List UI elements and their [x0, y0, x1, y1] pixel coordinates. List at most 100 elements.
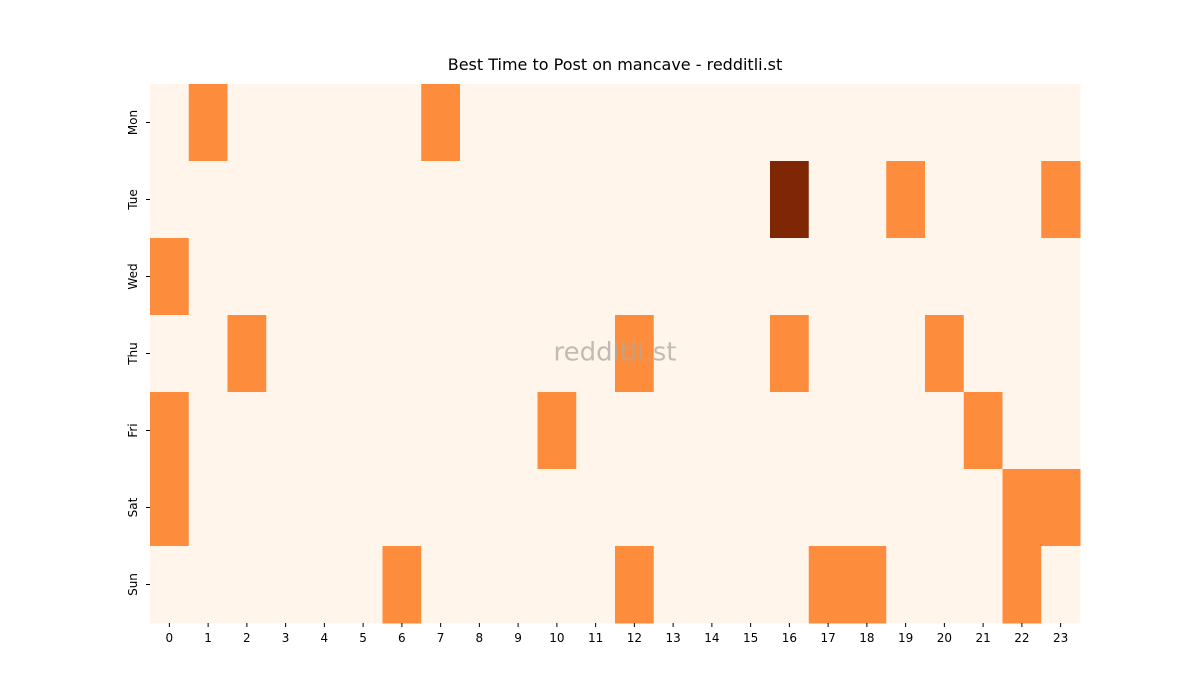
heatmap-cell: [227, 84, 267, 162]
heatmap-cell: [653, 315, 693, 393]
heatmap-cell: [227, 392, 267, 470]
heatmap-cell: [421, 84, 461, 162]
heatmap-cell: [576, 546, 616, 624]
heatmap-cell: [692, 84, 732, 162]
heatmap-cell: [1041, 546, 1081, 624]
x-tick-label: 18: [859, 631, 874, 645]
heatmap-cell: [498, 84, 538, 162]
heatmap-cell: [460, 238, 500, 316]
heatmap-cell: [731, 469, 771, 547]
y-tick-label: Wed: [126, 263, 140, 289]
x-tick-label: 15: [743, 631, 758, 645]
heatmap-cell: [150, 546, 190, 624]
heatmap-cell: [925, 469, 965, 547]
heatmap-cell: [537, 161, 577, 239]
heatmap-cell: [382, 469, 422, 547]
heatmap-cell: [150, 238, 190, 316]
heatmap-cell: [925, 238, 965, 316]
heatmap-cell: [498, 315, 538, 393]
heatmap-cell: [692, 546, 732, 624]
heatmap-cell: [653, 84, 693, 162]
x-tick-label: 17: [820, 631, 835, 645]
heatmap-cell: [886, 315, 926, 393]
heatmap-cell: [537, 392, 577, 470]
heatmap-cell: [847, 392, 887, 470]
x-tick-label: 4: [321, 631, 329, 645]
heatmap-cell: [421, 392, 461, 470]
heatmap-cell: [460, 469, 500, 547]
heatmap-cell: [963, 84, 1003, 162]
heatmap-cell: [692, 392, 732, 470]
heatmap-cell: [537, 315, 577, 393]
heatmap-cell: [1041, 238, 1081, 316]
heatmap-cell: [266, 392, 306, 470]
heatmap-cell: [1002, 315, 1042, 393]
heatmap-cell: [770, 392, 810, 470]
heatmap-cell: [382, 546, 422, 624]
heatmap-cell: [343, 238, 383, 316]
heatmap-cell: [925, 161, 965, 239]
heatmap-cell: [770, 238, 810, 316]
x-tick-label: 2: [243, 631, 251, 645]
y-tick-label: Sat: [126, 497, 140, 517]
heatmap-cell: [227, 161, 267, 239]
heatmap-cell: [421, 238, 461, 316]
heatmap-cell: [808, 392, 848, 470]
heatmap-cell: [692, 161, 732, 239]
y-tick-label: Mon: [126, 110, 140, 135]
heatmap-cell: [731, 161, 771, 239]
x-tick-label: 12: [627, 631, 642, 645]
heatmap-cell: [498, 546, 538, 624]
heatmap-cell: [382, 392, 422, 470]
heatmap-cell: [576, 238, 616, 316]
heatmap-cell: [421, 161, 461, 239]
heatmap-cell: [227, 315, 267, 393]
heatmap-cell: [731, 84, 771, 162]
heatmap-cell: [1002, 84, 1042, 162]
heatmap-cell: [653, 238, 693, 316]
heatmap-cell: [847, 469, 887, 547]
x-tick-label: 6: [398, 631, 406, 645]
heatmap-cell: [731, 546, 771, 624]
heatmap-cell: [382, 315, 422, 393]
heatmap-cell: [615, 546, 655, 624]
heatmap-cell: [886, 84, 926, 162]
x-tick-label: 23: [1053, 631, 1068, 645]
heatmap-cell: [963, 469, 1003, 547]
heatmap-cell: [731, 392, 771, 470]
heatmap-cell: [382, 84, 422, 162]
heatmap-cell: [1002, 546, 1042, 624]
heatmap-cell: [808, 238, 848, 316]
x-tick-label: 1: [204, 631, 212, 645]
heatmap-cell: [925, 84, 965, 162]
heatmap-cell: [460, 315, 500, 393]
heatmap-cell: [925, 392, 965, 470]
watermark: redditli.st: [554, 338, 677, 368]
heatmap-cell: [305, 84, 345, 162]
heatmap-cell: [537, 238, 577, 316]
heatmap-cell: [150, 161, 190, 239]
x-tick-label: 16: [782, 631, 797, 645]
x-tick-label: 9: [514, 631, 522, 645]
heatmap-cell: [188, 238, 228, 316]
heatmap-cell: [963, 315, 1003, 393]
heatmap-cell: [808, 315, 848, 393]
x-tick-label: 10: [549, 631, 564, 645]
heatmap-cell: [498, 238, 538, 316]
heatmap-cell: [343, 315, 383, 393]
y-tick-label: Tue: [126, 189, 140, 211]
heatmap-cell: [963, 546, 1003, 624]
heatmap-cell: [847, 315, 887, 393]
heatmap-cell: [653, 161, 693, 239]
heatmap-cell: [343, 84, 383, 162]
heatmap-cell: [576, 84, 616, 162]
heatmap-cell: [305, 161, 345, 239]
heatmap-cell: [1041, 161, 1081, 239]
x-tick-label: 7: [437, 631, 445, 645]
heatmap-cell: [421, 546, 461, 624]
heatmap-cell: [188, 546, 228, 624]
heatmap-cell: [460, 546, 500, 624]
heatmap-cell: [770, 546, 810, 624]
heatmap-cell: [847, 161, 887, 239]
